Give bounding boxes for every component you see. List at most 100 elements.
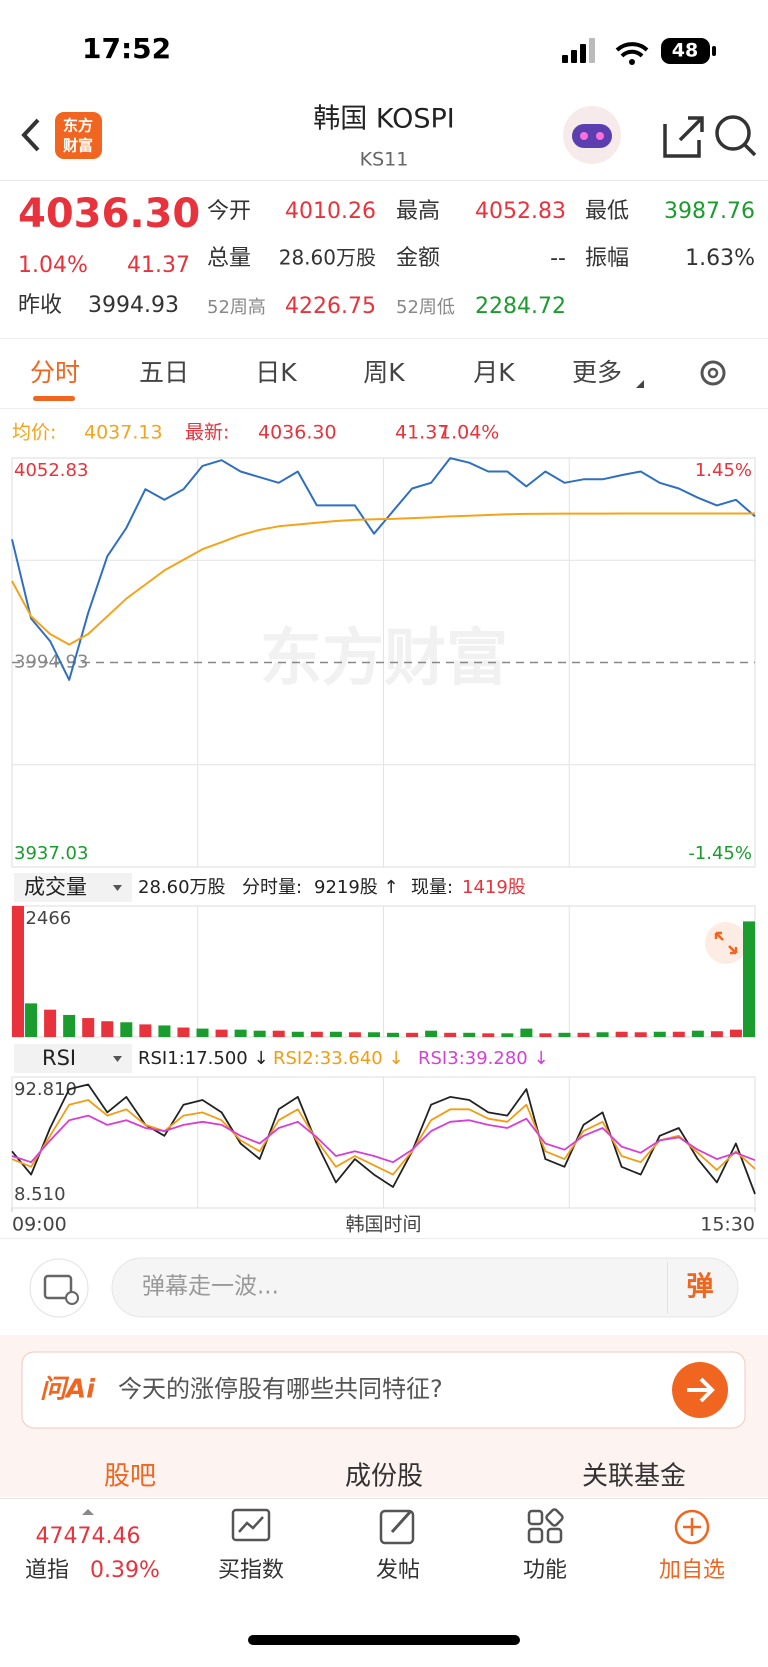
volume-bar	[425, 1030, 438, 1037]
volume-bar	[520, 1028, 533, 1037]
series-line	[11, 457, 756, 681]
volume-bar	[234, 1029, 247, 1037]
volume-bar	[120, 1022, 133, 1037]
settings-button[interactable]	[700, 360, 726, 386]
title: 韩国 KOSPI	[313, 104, 454, 135]
volume-bar	[539, 1033, 552, 1037]
current-volume-label: 现量:	[411, 877, 453, 898]
separator	[667, 1262, 668, 1313]
volume-bar	[139, 1024, 152, 1037]
legend-entry: RSI1:17.500 ↓	[138, 1048, 269, 1069]
avg-label: 均价:	[12, 422, 56, 444]
comment-placeholder: 弹幕走一波...	[142, 1274, 279, 1300]
index-change[interactable]: 0.39%	[90, 1558, 160, 1583]
expand-button[interactable]	[705, 922, 747, 964]
y2-tick-label: 1.45%	[695, 460, 752, 481]
volume-bar	[253, 1030, 266, 1037]
series-line	[11, 512, 755, 646]
nav-icon	[379, 1509, 415, 1545]
ai-prompt: 今天的涨停股有哪些共同特征?	[118, 1375, 443, 1403]
tab[interactable]: 五日	[139, 358, 189, 387]
danmaku-settings[interactable]	[29, 1258, 89, 1318]
danmaku-button[interactable]: 弹	[687, 1272, 714, 1303]
section-tab[interactable]: 成份股	[345, 1462, 423, 1492]
nav-icon	[674, 1509, 710, 1545]
y-tick-label: 3994.93	[14, 652, 88, 673]
back-button[interactable]	[21, 118, 40, 152]
volume-bar	[463, 1032, 476, 1037]
stat-value: 2284.72	[475, 294, 566, 319]
divider	[0, 1498, 768, 1499]
stat-value: 28.60万股	[279, 246, 376, 270]
section-tab[interactable]: 股吧	[104, 1462, 156, 1492]
x-tick-label: 15:30	[700, 1214, 755, 1236]
y-tick-label: 3937.03	[14, 843, 88, 864]
volume-bar	[329, 1031, 342, 1037]
subtitle: KS11	[360, 149, 409, 171]
volume-bar	[672, 1031, 685, 1037]
volume-bar	[348, 1032, 361, 1037]
share-button[interactable]	[663, 116, 704, 158]
index-name[interactable]: 道指	[25, 1558, 69, 1583]
series-line	[11, 1099, 756, 1176]
tab-active[interactable]: 分时	[30, 358, 80, 387]
latest-change-pct: 1.04%	[439, 422, 499, 444]
battery-level: 48	[672, 40, 698, 62]
volume-bar	[615, 1031, 628, 1037]
comment-input[interactable]	[111, 1257, 739, 1318]
volume-bar	[691, 1030, 704, 1037]
volume-bar	[444, 1032, 457, 1037]
volume-bar	[367, 1032, 380, 1037]
y2-tick-label: -1.45%	[688, 843, 752, 864]
volume-bar	[101, 1021, 114, 1037]
wifi-icon	[615, 42, 649, 58]
tab[interactable]: 更多	[572, 358, 622, 387]
tab[interactable]: 周K	[363, 358, 405, 387]
section-tab[interactable]: 关联基金	[582, 1462, 686, 1492]
stat-value: 4052.83	[475, 199, 566, 224]
home-indicator	[248, 1635, 520, 1645]
avg-price: 4037.13	[84, 422, 163, 444]
volume-bar	[25, 1003, 38, 1037]
legend-entry: RSI3:39.280 ↓	[418, 1048, 549, 1069]
stat-label: 昨收	[18, 293, 62, 318]
nav-item[interactable]: 功能	[523, 1558, 567, 1583]
nav-icon	[231, 1508, 271, 1542]
indicator-selector[interactable]	[14, 873, 132, 902]
stat-value: 4226.75	[285, 294, 376, 319]
series-line	[11, 1114, 756, 1164]
divider	[0, 180, 768, 181]
volume-bar	[577, 1032, 590, 1037]
search-button[interactable]	[715, 115, 751, 151]
tab[interactable]: 月K	[473, 358, 515, 387]
divider	[0, 1238, 768, 1239]
volume-bar	[215, 1029, 228, 1037]
nav-item[interactable]: 发帖	[376, 1558, 420, 1583]
stat-label: 最低	[585, 199, 629, 224]
minute-volume: 9219股 ↑	[314, 877, 399, 898]
ai-box[interactable]	[21, 1351, 746, 1429]
volume-bar	[158, 1025, 171, 1037]
volume-bar	[596, 1032, 609, 1037]
ai-brand: 问Ai	[40, 1375, 96, 1405]
stat-value: 1.63%	[685, 246, 755, 271]
nav-item[interactable]: 买指数	[218, 1558, 284, 1583]
volume-total: 28.60万股	[138, 877, 226, 898]
volume-bar	[272, 1030, 285, 1037]
volume-bar	[501, 1033, 514, 1037]
indicator-selector[interactable]	[14, 1044, 132, 1073]
y-tick-label: 92.810	[14, 1079, 77, 1100]
volume-bar	[44, 1009, 57, 1037]
more-caret	[636, 380, 644, 388]
nav-item[interactable]: 加自选	[659, 1558, 725, 1583]
index-value[interactable]: 47474.46	[36, 1524, 141, 1549]
latest-change: 41.37	[395, 422, 449, 444]
tab[interactable]: 日K	[255, 358, 297, 387]
minute-volume-label: 分时量:	[242, 877, 302, 898]
series-line	[11, 1083, 756, 1195]
volume-bar	[82, 1018, 95, 1037]
divider	[0, 338, 768, 339]
stat-value: 3987.76	[664, 199, 755, 224]
stat-label: 52周低	[396, 297, 455, 318]
latest-label: 最新:	[185, 422, 229, 444]
